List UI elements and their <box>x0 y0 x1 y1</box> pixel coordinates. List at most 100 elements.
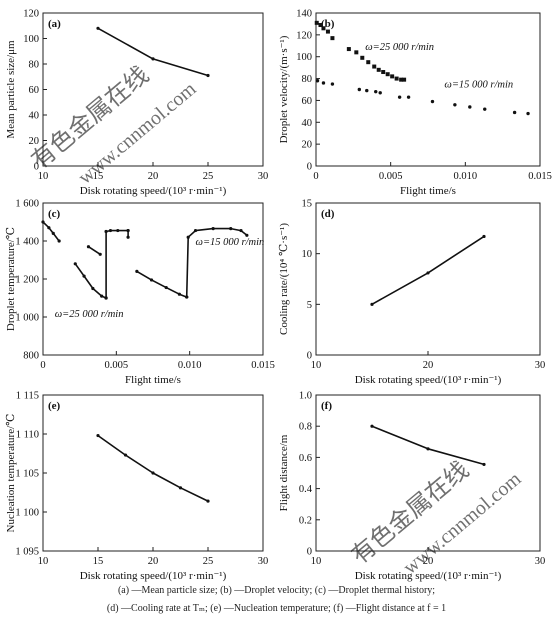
data-point <box>374 89 378 94</box>
y-tick-label: 60 <box>302 96 313 107</box>
series-1-line <box>97 27 209 77</box>
x-tick-label: 15 <box>93 171 104 182</box>
x-tick-label: 0.010 <box>454 171 478 182</box>
data-point <box>108 228 113 233</box>
data-point <box>104 229 108 234</box>
panel-label: (e) <box>48 400 61 412</box>
data-point <box>126 228 130 233</box>
data-point <box>406 95 411 99</box>
x-tick-label: 0.015 <box>251 360 275 371</box>
y-tick-label: 1 095 <box>15 547 39 558</box>
x-tick-label: 0.015 <box>528 171 552 182</box>
x-tick-label: 0.005 <box>105 360 129 371</box>
data-point <box>151 471 155 475</box>
data-point <box>357 87 362 92</box>
y-tick-label: 40 <box>29 111 40 122</box>
data-point <box>57 239 61 243</box>
data-point <box>82 274 86 278</box>
data-point <box>177 292 181 296</box>
y-tick-label: 1 000 <box>15 313 39 324</box>
caption-line-1: (a) —Mean particle size; (b) —Droplet ve… <box>117 585 436 596</box>
y-tick-label: 1 105 <box>15 469 39 480</box>
y-tick-label: 10 <box>302 249 313 260</box>
data-point <box>482 462 486 467</box>
y-axis-label: Mean particle size/μm <box>5 40 17 139</box>
data-point <box>378 91 382 95</box>
data-point <box>330 82 335 86</box>
data-point <box>402 77 407 82</box>
data-point <box>354 50 359 55</box>
data-point <box>512 110 517 115</box>
data-point <box>394 76 399 81</box>
y-tick-label: 5 <box>307 300 312 311</box>
chart-panel-1: 10 15 20 25 30 0 20 40 60 80 100 120 Disk rotating s… <box>5 9 268 198</box>
y-tick-label: 1 400 <box>15 237 39 248</box>
y-tick-label: 800 <box>23 351 39 362</box>
y-axis-label: Nucleation temperature/℃ <box>5 414 17 533</box>
data-point <box>385 72 390 77</box>
data-point <box>360 55 365 60</box>
y-tick-label: 1 600 <box>15 199 39 210</box>
panel-label: (d) <box>321 208 335 220</box>
y-tick-label: 0.2 <box>299 515 312 526</box>
x-tick-label: 30 <box>535 556 546 567</box>
chart-panel-5: 10 15 20 25 30 1 095 1 100 1 105 1 110 1 115 Disk … <box>5 391 268 583</box>
data-point <box>164 285 168 290</box>
chart-panel-3: 0 0.005 0.010 0.015 800 1 000 1 200 1 400 1 600 F… <box>5 199 275 387</box>
x-axis-label: Flight time/s <box>125 374 181 386</box>
data-point <box>483 107 487 111</box>
data-point <box>372 64 377 69</box>
data-point <box>370 302 374 306</box>
data-point <box>151 57 155 61</box>
data-point <box>399 77 404 82</box>
panel-label: (a) <box>48 18 61 30</box>
y-tick-label: 40 <box>302 118 313 129</box>
plot-frame <box>315 202 541 356</box>
x-tick-label: 10 <box>311 360 322 371</box>
data-point <box>376 67 381 72</box>
series-1-line <box>97 434 209 502</box>
x-tick-label: 20 <box>148 171 159 182</box>
data-point <box>211 227 215 231</box>
x-axis-label: Disk rotating speed/(10³ r·min⁻¹) <box>355 570 502 582</box>
data-point <box>100 294 104 298</box>
caption-line-2: (d) —Cooling rate at Tₘ; (e) —Nucleation… <box>106 603 447 614</box>
data-point <box>321 26 326 31</box>
y-tick-label: 80 <box>302 74 313 85</box>
x-tick-label: 20 <box>423 556 434 567</box>
data-point <box>453 103 457 107</box>
y-tick-label: 120 <box>296 30 312 41</box>
y-tick-label: 100 <box>23 34 39 45</box>
data-point <box>116 228 120 233</box>
data-point <box>321 81 326 85</box>
data-point <box>98 252 102 256</box>
y-tick-label: 0 <box>307 351 312 362</box>
data-point <box>96 26 100 30</box>
data-point <box>390 74 395 79</box>
data-point <box>229 227 233 231</box>
data-point <box>314 20 319 25</box>
data-point <box>426 271 430 275</box>
data-point <box>318 23 323 28</box>
data-point <box>245 233 249 237</box>
x-tick-label: 10 <box>311 556 322 567</box>
y-tick-label: 1 100 <box>15 508 39 519</box>
data-point <box>325 29 330 34</box>
chart-panel-2: 0 0.005 0.010 0.015 0 20 40 60 80 100 120 140 Flight… <box>278 9 552 198</box>
x-tick-label: 0 <box>40 360 45 371</box>
x-tick-label: 25 <box>203 556 214 567</box>
series-1-line <box>88 246 101 255</box>
data-point <box>86 245 91 249</box>
data-point <box>185 295 189 299</box>
data-point <box>430 99 435 104</box>
y-tick-label: 140 <box>296 9 312 20</box>
y-tick-label: 0 <box>34 162 39 173</box>
y-tick-label: 100 <box>296 52 312 63</box>
x-axis-label: Disk rotating speed/(10³ r·min⁻¹) <box>80 570 227 582</box>
data-point <box>206 73 210 78</box>
data-point <box>96 433 100 438</box>
data-point <box>468 105 472 109</box>
y-tick-label: 20 <box>302 140 313 151</box>
y-tick-label: 20 <box>29 136 40 147</box>
